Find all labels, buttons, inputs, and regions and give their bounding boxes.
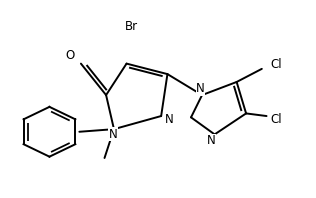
Text: N: N <box>109 128 118 141</box>
Text: Br: Br <box>125 20 138 33</box>
Text: N: N <box>165 113 173 127</box>
Text: Cl: Cl <box>270 113 282 127</box>
Text: N: N <box>196 82 205 95</box>
Text: O: O <box>65 49 75 62</box>
Text: Cl: Cl <box>270 58 282 71</box>
Text: N: N <box>207 134 216 148</box>
